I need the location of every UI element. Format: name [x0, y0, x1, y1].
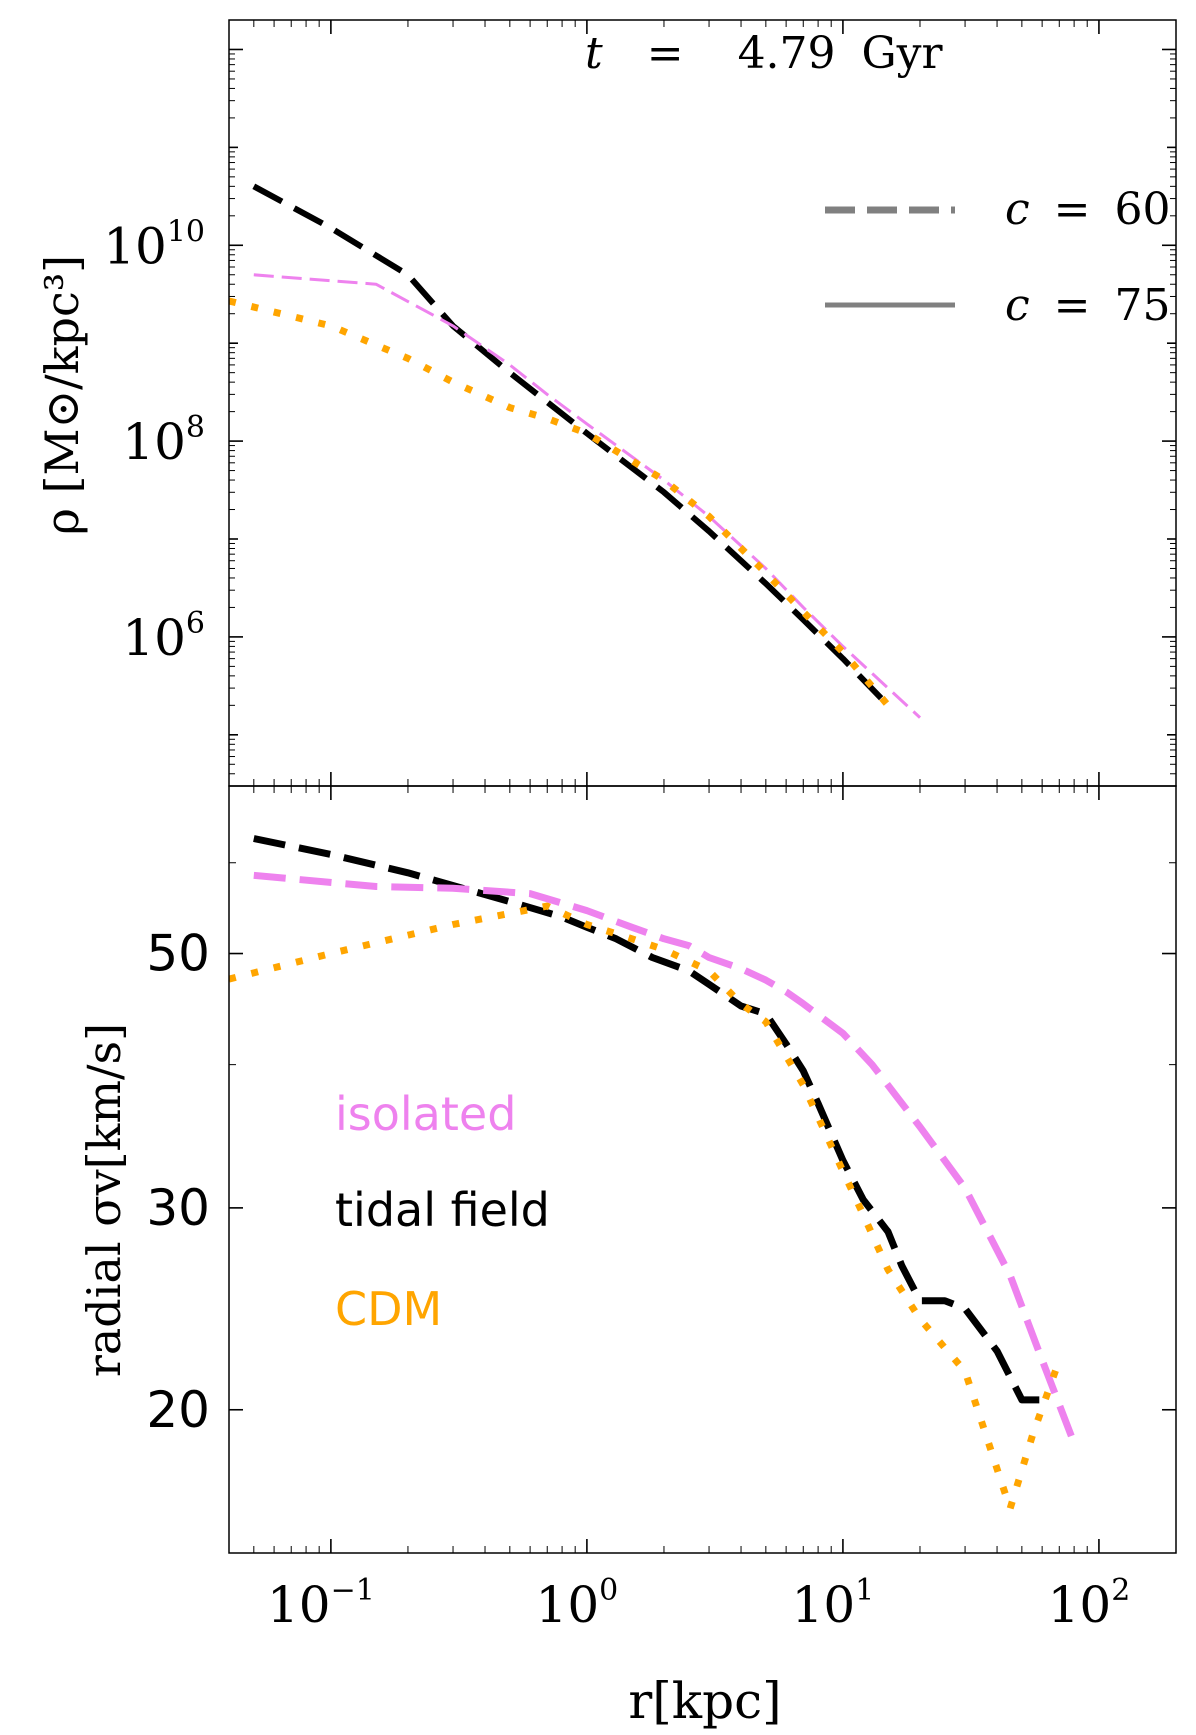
x-tick-label: 102 — [1048, 1573, 1131, 1634]
dispersion-y-axis-label: radial σv[km/s] — [77, 1023, 131, 1377]
x-tick-label: 10−1 — [267, 1573, 375, 1634]
density-ticks: 106 108 1010 — [103, 19, 1177, 787]
series-line-isolated — [253, 273, 922, 719]
dispersion-ticks: 20 30 50 10−1 100 101 102 — [146, 786, 1177, 1634]
dispersion-panel-frame — [228, 785, 1177, 1554]
series-line-tidal — [252, 183, 891, 708]
density-y-axis-label: ρ [M⊙/kpc³] — [35, 255, 89, 535]
dispersion-panel: 20 30 50 10−1 100 101 102 — [146, 785, 1177, 1634]
x-tick-label: 100 — [536, 1573, 619, 1634]
density-panel: 106 108 1010 — [103, 19, 1177, 787]
legend-isolated: isolated — [335, 1087, 516, 1141]
series-line-isolated — [253, 871, 1078, 1445]
series-line-cdm — [229, 297, 891, 708]
dispersion-y-tick-label: 20 — [146, 1381, 210, 1439]
concentration-legend: c = 60 c = 75 — [825, 184, 1171, 331]
x-axis-label: r[kpc] — [628, 1672, 781, 1730]
density-series-group — [229, 183, 922, 719]
legend-label-c60: c = 60 — [1005, 184, 1171, 235]
series-line-tidal — [253, 835, 1043, 1404]
legend-cdm: CDM — [335, 1282, 442, 1336]
density-y-tick-label: 1010 — [103, 214, 205, 275]
dispersion-y-tick-label: 30 — [146, 1179, 210, 1237]
legend-tidal-field: tidal field — [335, 1183, 550, 1237]
density-y-tick-label: 108 — [122, 410, 205, 471]
density-panel-frame — [228, 19, 1177, 787]
legend-label-c75: c = 75 — [1005, 280, 1171, 331]
density-y-tick-label: 106 — [122, 606, 205, 667]
series-line-cdm — [229, 902, 1063, 1513]
dispersion-series-group — [229, 835, 1078, 1513]
x-tick-label: 101 — [792, 1573, 875, 1634]
time-annotation: t = 4.79 Gyr — [585, 28, 944, 79]
dispersion-y-tick-label: 50 — [146, 925, 210, 983]
